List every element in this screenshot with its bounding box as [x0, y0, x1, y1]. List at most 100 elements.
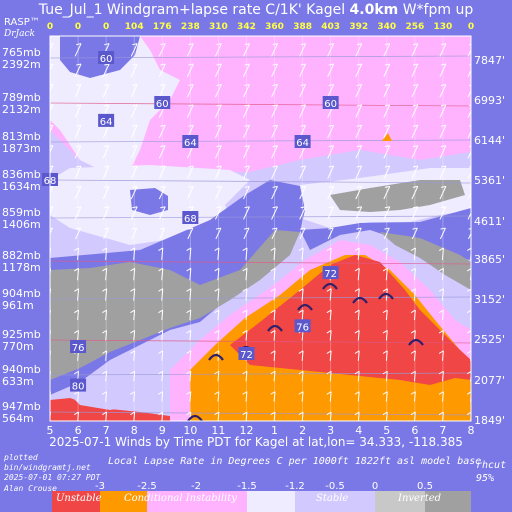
svg-text:60: 60: [324, 99, 337, 110]
wind-barb: [130, 267, 136, 281]
wind-speed-label: 80: [70, 378, 87, 393]
wind-barb: [355, 165, 363, 179]
pressure-gridline: [49, 139, 472, 143]
drjack-label: DrJack: [4, 29, 35, 39]
wind-barb: [298, 288, 304, 301]
wind-barb: [438, 411, 444, 421]
wind-barb: [383, 124, 391, 139]
wind-barb: [355, 145, 363, 159]
inverted-region-right2: [380, 232, 471, 290]
wind-barb: [467, 63, 471, 77]
time-tick-label: 11: [211, 424, 226, 437]
legend-tick: 0.5: [417, 481, 433, 492]
plot-border: [49, 35, 472, 422]
wind-barb: [186, 330, 192, 341]
legend-swatch-inverted2: [425, 491, 471, 512]
legend-swatch-m15: [196, 491, 247, 512]
wind-barb: [354, 411, 360, 421]
wind-barb: [326, 309, 332, 321]
height-ft-label: 6993': [474, 94, 506, 107]
pressure-gridline: [49, 339, 472, 344]
wind-barb: [298, 391, 304, 402]
wind-barb: [326, 370, 332, 382]
pressure-gridline: [49, 411, 472, 416]
wind-barb: [158, 350, 164, 361]
time-tick-label: 1: [271, 424, 279, 437]
wind-barb: [186, 165, 194, 179]
wind-barb: [243, 104, 250, 118]
wind-barb: [382, 309, 388, 321]
wind-barb: [102, 391, 108, 402]
wind-barb: [102, 145, 110, 159]
wind-barb: [73, 330, 80, 341]
wind-barb: [242, 391, 248, 402]
wind-barb: [102, 350, 108, 361]
wind-speed-label: 64: [294, 135, 311, 149]
wind-barb: [214, 247, 220, 260]
wind-barb: [214, 63, 222, 77]
wind-barb: [158, 309, 164, 321]
legend-tick: -3: [95, 481, 105, 492]
pressure-level-label: 789mb 2132m: [2, 92, 41, 116]
wind-barb: [327, 63, 335, 77]
wind-barb: [410, 288, 416, 301]
pressure-gridlines: [49, 55, 472, 416]
wind-barb: [355, 227, 362, 240]
wind-barb: [214, 104, 222, 118]
wind-barb: [186, 104, 194, 118]
wind-barb: [74, 104, 82, 118]
wind-barb: [438, 370, 444, 382]
legend-swatch-inverted1: [375, 491, 425, 512]
wind-barb: [270, 411, 276, 421]
wind-barb: [102, 330, 108, 341]
legend-tick: -2: [191, 481, 201, 492]
wind-barb: [214, 43, 222, 57]
wind-barb: [467, 206, 471, 220]
wstar-value: 360: [265, 22, 284, 32]
conditional-overlay: [250, 368, 471, 421]
wstar-value: 130: [433, 22, 453, 32]
height-ft-label: 4611': [474, 215, 506, 228]
wind-speed-label: 64: [182, 135, 199, 149]
height-ft-label: 3152': [474, 293, 506, 306]
wind-barb: [186, 247, 192, 260]
pressure-gridline: [49, 260, 472, 265]
wind-barb: [130, 309, 136, 321]
wind-barb: [158, 267, 164, 281]
wind-barb: [242, 267, 248, 281]
wind-barb: [271, 83, 278, 98]
height-m: 1178m: [2, 261, 41, 274]
pressure-mb: 765mb: [2, 46, 41, 59]
wind-barb: [186, 370, 192, 382]
height-m: 1634m: [2, 180, 41, 193]
wind-barb: [186, 83, 194, 98]
wind-barb: [271, 165, 278, 179]
wind-barb: [75, 227, 82, 240]
pressure-gridline: [49, 372, 472, 376]
title-suffix: W*fpm up: [402, 2, 474, 18]
wind-barb: [242, 247, 248, 260]
wind-barb: [130, 206, 138, 220]
pressure-mb: 836mb: [2, 168, 41, 181]
wind-barb: [326, 350, 332, 361]
wind-barb: [271, 145, 278, 159]
wind-barb: [243, 185, 250, 200]
wind-barb: [410, 391, 416, 402]
wind-barb: [382, 330, 388, 341]
legend-unstable-label: Unstable: [56, 493, 102, 504]
svg-text:72: 72: [240, 350, 253, 361]
wind-barb: [74, 247, 80, 260]
wind-barb: [411, 124, 419, 139]
pressure-mb: 882mb: [2, 249, 41, 262]
legend-tick: 0: [371, 481, 379, 492]
wind-barb: [326, 247, 332, 260]
wind-barb: [326, 288, 332, 301]
pressure-mb: 859mb: [2, 206, 41, 219]
pressure-gridline: [49, 296, 472, 300]
wind-barb: [74, 83, 82, 98]
pressure-gridline: [49, 55, 472, 59]
wind-barb: [186, 350, 192, 361]
wind-barb: [102, 185, 110, 200]
lapse-rate-legend: Unstable Conditional Instability Stable …: [0, 491, 512, 512]
